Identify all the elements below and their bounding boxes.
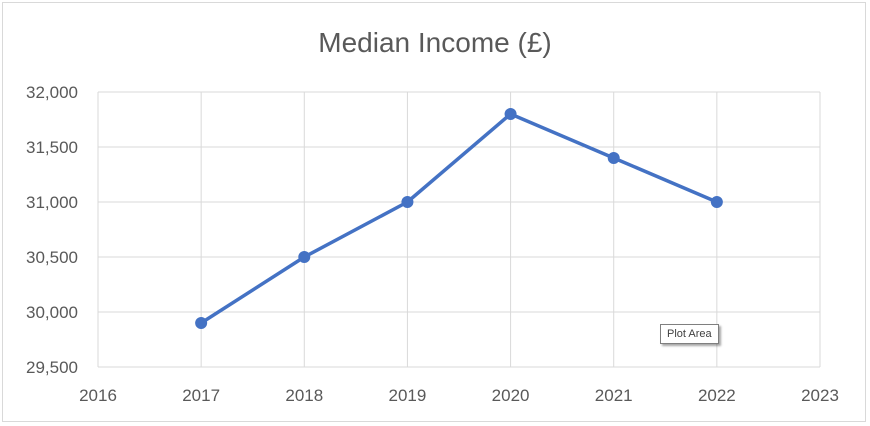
data-point[interactable]	[195, 317, 208, 329]
y-tick-label: 29,500	[26, 358, 78, 377]
x-tick-label: 2023	[801, 386, 839, 405]
data-series[interactable]	[195, 108, 723, 329]
y-axis-ticks: 29,500 30,000 30,500 31,000 31,500 32,000	[26, 83, 78, 377]
data-point[interactable]	[710, 196, 723, 208]
chart-area[interactable]	[2, 2, 866, 422]
x-axis-ticks: 2016 2017 2018 2019 2020 2021 2022 2023	[79, 386, 839, 405]
chart-title: Median Income (£)	[318, 27, 551, 58]
plot-area-tooltip: Plot Area	[660, 324, 719, 344]
x-tick-label: 2022	[698, 386, 736, 405]
x-tick-label: 2021	[595, 386, 633, 405]
data-point[interactable]	[401, 196, 414, 208]
y-tick-label: 31,000	[26, 193, 78, 212]
data-point[interactable]	[504, 108, 517, 120]
x-tick-label: 2019	[389, 386, 427, 405]
y-tick-label: 30,500	[26, 248, 78, 267]
x-tick-label: 2017	[182, 386, 220, 405]
x-tick-label: 2020	[492, 386, 530, 405]
y-tick-label: 30,000	[26, 303, 78, 322]
series-line[interactable]	[199, 112, 719, 325]
y-tick-label: 31,500	[26, 138, 78, 157]
data-point[interactable]	[298, 251, 311, 263]
data-point[interactable]	[607, 152, 620, 164]
x-tick-label: 2016	[79, 386, 117, 405]
y-tick-label: 32,000	[26, 83, 78, 102]
x-tick-label: 2018	[285, 386, 323, 405]
